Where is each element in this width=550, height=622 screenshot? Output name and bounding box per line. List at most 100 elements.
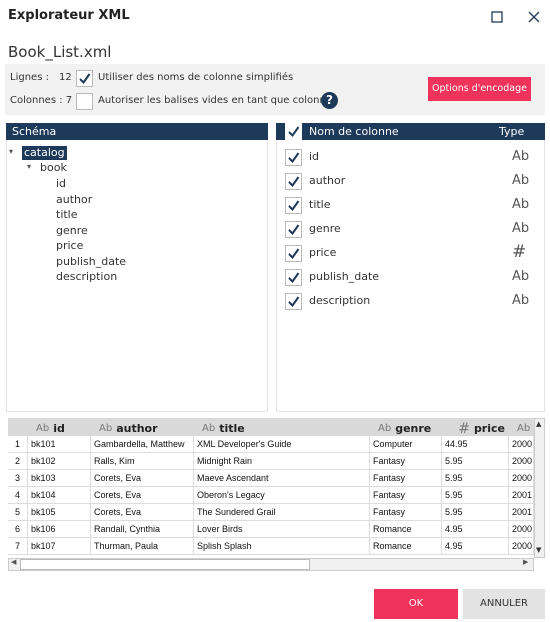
column-header: Nom de colonne bbox=[309, 125, 399, 138]
checkbox[interactable] bbox=[285, 293, 302, 310]
tree-node[interactable]: catalog bbox=[22, 146, 67, 160]
table-cell: 2001 bbox=[509, 487, 534, 504]
scroll-arrow[interactable]: ▼ bbox=[536, 546, 542, 554]
close-icon[interactable] bbox=[527, 10, 541, 24]
table-cell: Randall, Cynthia bbox=[91, 521, 194, 538]
cancel-button[interactable]: ANNULER bbox=[463, 589, 545, 619]
table-cell: Computer bbox=[370, 436, 442, 453]
type-icon: Ab bbox=[378, 423, 392, 434]
column-name: price bbox=[309, 246, 337, 259]
option-label: Utiliser des noms de colonne simplifiés bbox=[98, 72, 294, 83]
tree-node[interactable]: genre bbox=[56, 223, 88, 237]
row-number: 3 bbox=[8, 470, 28, 487]
columns-panel bbox=[276, 123, 545, 412]
row-number: 6 bbox=[8, 521, 28, 538]
header-cell: Ab title bbox=[194, 418, 370, 436]
window-title: Explorateur XML bbox=[8, 8, 130, 23]
tree-arrow: ▾ bbox=[9, 147, 14, 156]
column-name: genre bbox=[309, 222, 341, 235]
checkbox[interactable] bbox=[285, 197, 302, 214]
maximize-icon[interactable] bbox=[490, 10, 504, 24]
header-name: price bbox=[473, 422, 505, 435]
panel-header: Schéma bbox=[6, 123, 268, 140]
table-cell: 2000 bbox=[509, 538, 534, 555]
column-type: Ab bbox=[512, 197, 530, 212]
tree-node[interactable]: publish_date bbox=[56, 254, 127, 268]
header-name: title bbox=[219, 422, 245, 435]
table-cell: 4.95 bbox=[442, 521, 509, 538]
checkbox[interactable] bbox=[76, 93, 93, 110]
scroll-thumb[interactable] bbox=[20, 559, 310, 570]
column-type: Ab bbox=[512, 269, 530, 284]
table-cell: bk105 bbox=[28, 504, 91, 521]
tree-node[interactable]: author bbox=[56, 192, 93, 206]
table-cell: 5.95 bbox=[442, 453, 509, 470]
checkbox[interactable] bbox=[285, 269, 302, 286]
table-cell: 2001 bbox=[509, 504, 534, 521]
column-type: Ab bbox=[512, 173, 530, 188]
tree-arrow: ▾ bbox=[27, 162, 32, 171]
table-cell: Fantasy bbox=[370, 470, 442, 487]
table-cell: 5.95 bbox=[442, 504, 509, 521]
row-number: 7 bbox=[8, 538, 28, 555]
scroll-arrow[interactable]: ▶ bbox=[523, 558, 529, 566]
tree-node[interactable]: price bbox=[56, 239, 84, 252]
table-cell: bk106 bbox=[28, 521, 91, 538]
checkbox[interactable] bbox=[285, 221, 302, 238]
table-cell: Corets, Eva bbox=[91, 470, 194, 487]
checkbox[interactable] bbox=[285, 173, 302, 190]
encoding-button[interactable]: Options d'encodage bbox=[428, 77, 531, 101]
table-cell: Romance bbox=[370, 538, 442, 555]
header-name: id bbox=[53, 422, 65, 435]
help-icon[interactable]: ? bbox=[321, 92, 338, 109]
checkbox[interactable] bbox=[285, 245, 302, 262]
table-cell: 5.95 bbox=[442, 470, 509, 487]
checkbox[interactable] bbox=[285, 123, 302, 140]
table-cell: Ralls, Kim bbox=[91, 453, 194, 470]
type-icon: Ab bbox=[99, 423, 113, 434]
table-cell: 2000 bbox=[509, 521, 534, 538]
type-icon: Ab bbox=[36, 423, 50, 434]
tree-node[interactable]: id bbox=[56, 177, 67, 190]
v-scrollbar[interactable] bbox=[534, 418, 545, 558]
table-cell: Gambardella, Matthew bbox=[91, 436, 194, 453]
option-label: Autoriser les balises vides en tant que … bbox=[98, 95, 338, 106]
column-type: Ab bbox=[512, 221, 530, 236]
table-cell: Maeve Ascendant bbox=[194, 470, 370, 487]
table-cell: 2000 bbox=[509, 470, 534, 487]
table-cell: bk104 bbox=[28, 487, 91, 504]
scroll-arrow[interactable]: ◀ bbox=[11, 558, 17, 566]
ok-button[interactable]: OK bbox=[374, 589, 458, 619]
table-cell: 44.95 bbox=[442, 436, 509, 453]
checkbox[interactable] bbox=[285, 149, 302, 166]
table-cell: Fantasy bbox=[370, 487, 442, 504]
column-name: author bbox=[309, 174, 346, 187]
row-number: 2 bbox=[8, 453, 28, 470]
tree-node[interactable]: title bbox=[56, 208, 78, 221]
table-cell: Corets, Eva bbox=[91, 487, 194, 504]
row-number: 1 bbox=[8, 436, 28, 453]
column-type: Ab bbox=[512, 149, 530, 164]
column-name: id bbox=[309, 150, 320, 163]
header-name: genre bbox=[395, 422, 432, 435]
type-icon: Ab bbox=[517, 423, 531, 434]
row-number: 5 bbox=[8, 504, 28, 521]
tree-node[interactable]: book bbox=[40, 161, 67, 174]
column-name: publish_date bbox=[309, 270, 380, 283]
rows-label: Lignes : bbox=[10, 72, 49, 83]
header-cell: Ab id bbox=[28, 418, 91, 436]
header-cell: # price bbox=[442, 418, 509, 436]
tree-node[interactable]: description bbox=[56, 270, 118, 283]
table-cell: bk102 bbox=[28, 453, 91, 470]
scroll-arrow[interactable]: ▲ bbox=[536, 420, 542, 428]
table-cell: Corets, Eva bbox=[91, 504, 194, 521]
column-name: description bbox=[309, 294, 371, 307]
checkbox[interactable] bbox=[76, 70, 93, 87]
table-cell: 4.95 bbox=[442, 538, 509, 555]
table-cell: The Sundered Grail bbox=[194, 504, 370, 521]
column-header: Type bbox=[499, 125, 525, 138]
column-type: Ab bbox=[512, 293, 530, 308]
type-icon: # bbox=[458, 421, 470, 436]
table-cell: bk101 bbox=[28, 436, 91, 453]
column-name: title bbox=[309, 198, 331, 211]
